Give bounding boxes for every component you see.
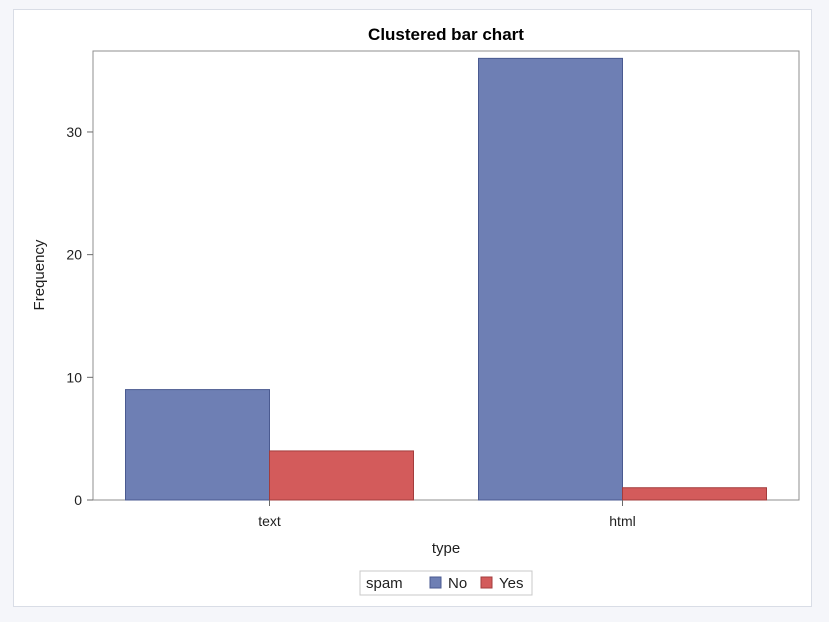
bar-text-yes — [269, 450, 414, 501]
x-axis: text html — [258, 500, 636, 529]
x-tick-label: text — [258, 513, 281, 529]
bar-text-no — [125, 389, 270, 501]
y-tick-label: 20 — [66, 247, 82, 263]
x-axis-title: type — [432, 540, 460, 557]
y-tick-label: 10 — [66, 369, 82, 385]
y-tick-label: 0 — [74, 492, 82, 508]
legend-swatch-no — [429, 576, 442, 589]
bar-html-no — [478, 57, 623, 501]
y-axis-title: Frequency — [31, 239, 48, 310]
legend-label-yes: Yes — [499, 575, 523, 592]
chart-title: Clustered bar chart — [368, 25, 524, 44]
legend: spam No Yes — [359, 570, 533, 596]
legend-title: spam — [366, 575, 403, 592]
legend-label-no: No — [448, 575, 467, 592]
legend-box — [359, 570, 533, 596]
legend-swatch-yes — [480, 576, 493, 589]
bar-html-yes — [622, 487, 767, 501]
y-tick-label: 30 — [66, 124, 82, 140]
y-axis: 0 10 20 30 — [66, 124, 93, 508]
x-tick-label: html — [609, 513, 635, 529]
bars-group — [125, 57, 767, 501]
legend-items: No Yes — [429, 575, 523, 592]
